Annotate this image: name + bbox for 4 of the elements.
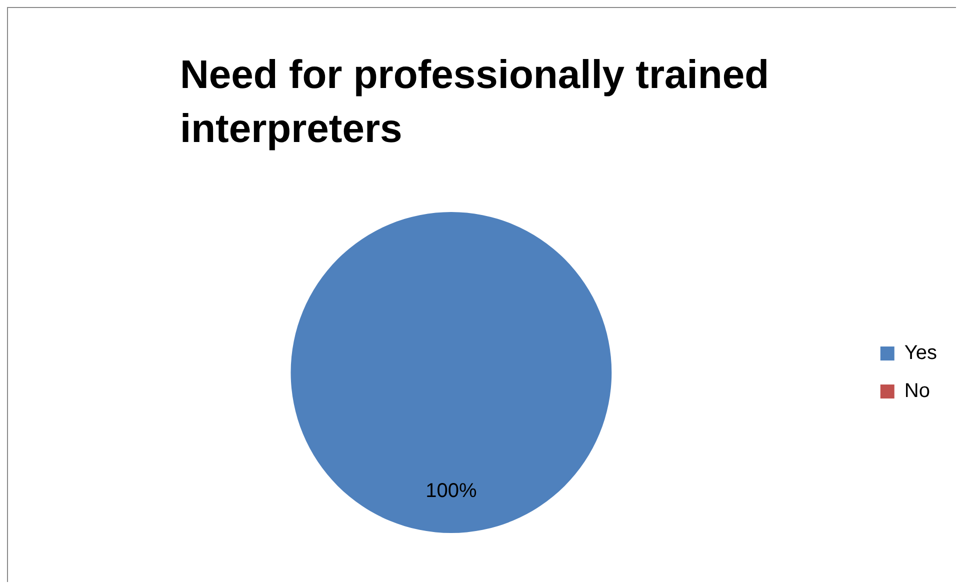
data-label: 100% [426,480,477,502]
legend-label: Yes [904,342,938,364]
legend-label: No [904,380,930,402]
chart-title: Need for professionally trained interpreters [180,52,770,153]
